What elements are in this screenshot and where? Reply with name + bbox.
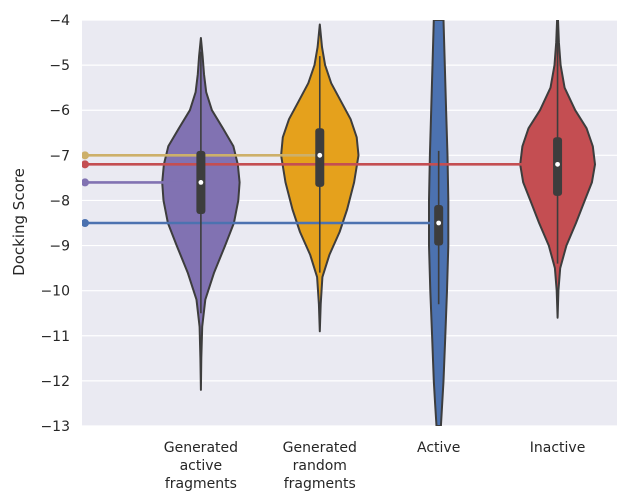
x-tick-label: Generated — [283, 440, 357, 456]
y-tick-label: −8 — [49, 193, 70, 209]
reference-point — [82, 160, 89, 169]
x-tick-label: fragments — [284, 476, 356, 492]
y-tick-label: −13 — [40, 419, 70, 435]
reference-point — [82, 219, 89, 227]
x-tick-label: Inactive — [530, 440, 586, 456]
reference-point — [82, 178, 89, 187]
y-tick-label: −11 — [40, 329, 70, 345]
median-point — [198, 180, 204, 185]
y-tick-label: −7 — [49, 148, 70, 164]
y-tick-label: −6 — [49, 103, 70, 119]
y-tick-label: −5 — [49, 58, 70, 74]
x-tick-label: fragments — [165, 476, 237, 492]
x-tick-label: active — [180, 458, 223, 474]
reference-point — [82, 151, 89, 160]
y-tick-label: −9 — [49, 239, 70, 255]
x-tick-label: random — [293, 458, 347, 474]
median-point — [555, 161, 560, 167]
x-tick-label: Generated — [164, 440, 238, 456]
y-tick-label: −10 — [40, 284, 70, 300]
median-point — [436, 220, 442, 226]
y-axis-label: Docking Score — [10, 168, 28, 276]
y-tick-label: −4 — [49, 13, 70, 29]
x-tick-label: Active — [417, 440, 460, 456]
median-point — [317, 152, 323, 158]
y-tick-label: −12 — [40, 374, 70, 390]
